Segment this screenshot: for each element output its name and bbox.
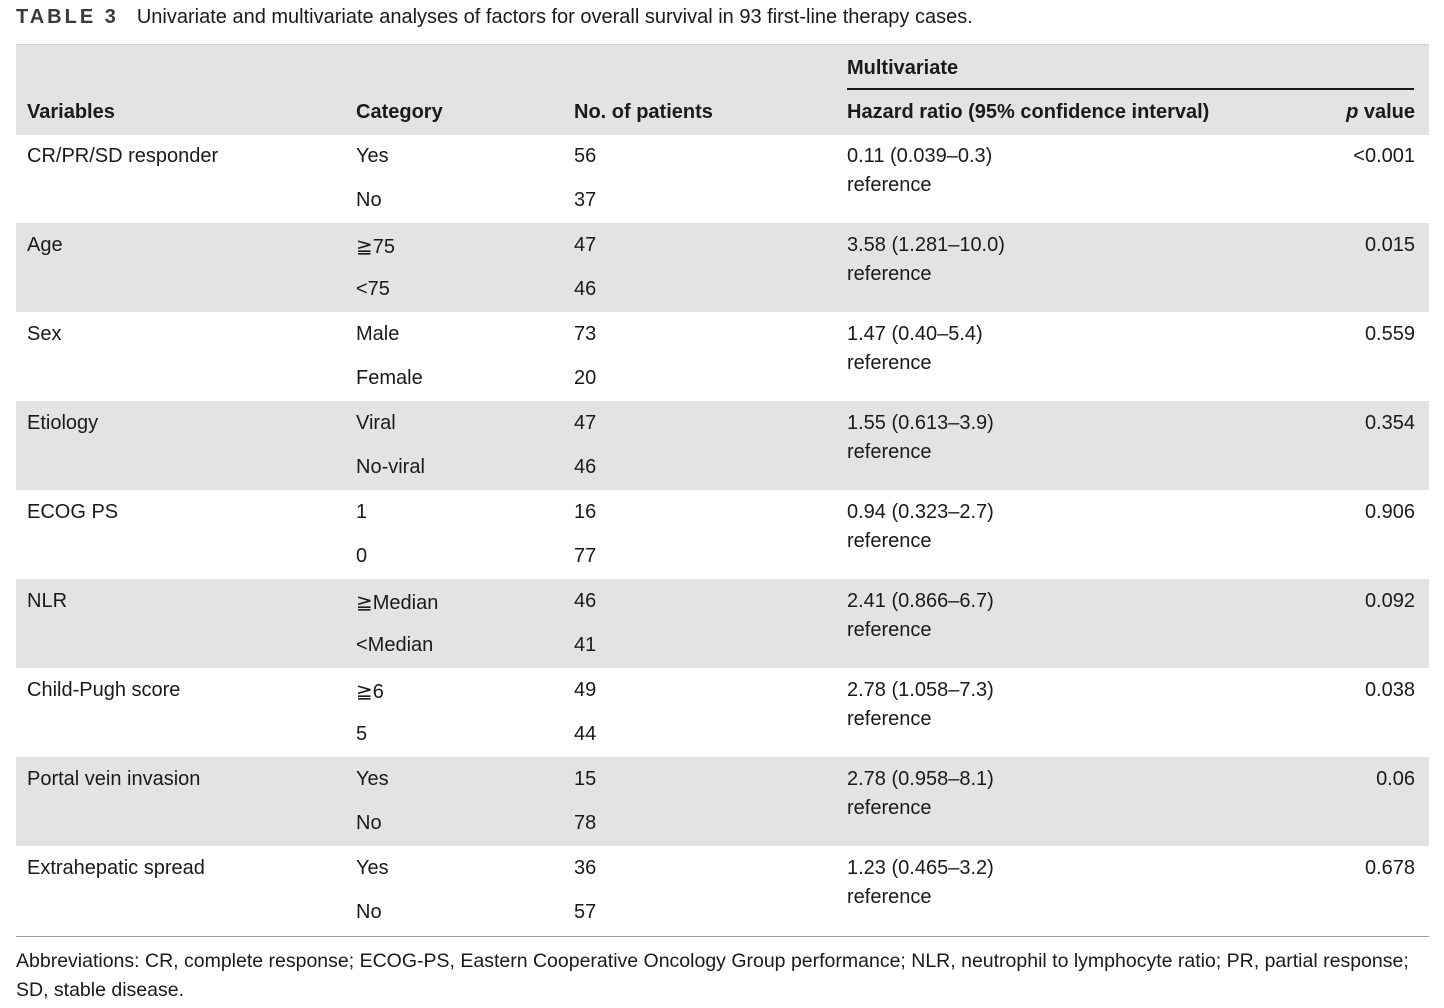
p-value-cell: 0.092 (1364, 590, 1415, 612)
category-cell: Yes (356, 145, 389, 167)
patients-cell: 46 (574, 590, 597, 612)
variable-cell: NLR (27, 590, 68, 612)
table-row: Age ≧75 47 <75 46 3.58 (1.281–10.0) reference 0… (16, 223, 1429, 312)
table-row: Child-Pugh score ≧6 49 5 44 2.78 (1.058–7.3) r… (16, 668, 1429, 757)
patients-cell: 47 (574, 412, 597, 434)
patients-cell: 41 (574, 634, 597, 656)
header-multivariate: Multivariate (847, 57, 959, 79)
header-p-value: p value (1346, 101, 1415, 124)
patients-cell: 49 (574, 679, 597, 701)
table-label: TABLE 3 (16, 6, 119, 28)
table-caption: TABLE 3 Univariate and multivariate analy… (16, 6, 973, 29)
patients-cell: 77 (574, 545, 597, 567)
hazard-ratio-cell: 2.78 (0.958–8.1) (847, 768, 994, 790)
patients-cell: 56 (574, 145, 597, 167)
category-cell: 0 (356, 545, 368, 567)
category-cell: Yes (356, 768, 389, 790)
patients-cell: 15 (574, 768, 597, 790)
hazard-ratio-cell: 1.23 (0.465–3.2) (847, 857, 994, 879)
patients-cell: 37 (574, 189, 597, 211)
hazard-ratio-cell: 1.55 (0.613–3.9) (847, 412, 994, 434)
patients-cell: 44 (574, 723, 597, 745)
category-cell: ≧75 (356, 236, 396, 258)
variable-cell: Sex (27, 323, 62, 345)
header-p-italic: p (1346, 101, 1359, 123)
header-variables: Variables (27, 101, 115, 123)
p-value-cell: 0.678 (1364, 857, 1415, 879)
patients-cell: 46 (574, 456, 597, 478)
table-row: CR/PR/SD responder Yes 56 No 37 0.11 (0.039–0… (16, 134, 1429, 223)
category-cell: ≧Median (356, 592, 439, 614)
header-patients: No. of patients (574, 101, 713, 123)
reference-cell: reference (847, 886, 932, 908)
table-row: NLR ≧Median 46 <Median 41 2.41 (0.866–6.7) ref… (16, 579, 1429, 668)
table-row: Extrahepatic spread Yes 36 No 57 1.23 (0.465–… (16, 846, 1429, 935)
category-cell: 5 (356, 723, 368, 745)
reference-cell: reference (847, 441, 932, 463)
patients-cell: 57 (574, 901, 597, 923)
patients-cell: 36 (574, 857, 597, 879)
reference-cell: reference (847, 352, 932, 374)
table-bottom-rule (16, 936, 1429, 937)
table-row: Portal vein invasion Yes 15 No 78 2.78 (0.958… (16, 757, 1429, 846)
p-value-cell: 0.015 (1364, 234, 1415, 256)
reference-cell: reference (847, 263, 932, 285)
variable-cell: ECOG PS (27, 501, 119, 523)
header-hazard-ratio: Hazard ratio (95% confidence interval) (847, 101, 1210, 123)
category-cell: ≧6 (356, 681, 384, 703)
table-row: ECOG PS 1 16 0 77 0.94 (0.323–2.7) reference 0.… (16, 490, 1429, 579)
category-cell: No-viral (356, 456, 425, 478)
reference-cell: reference (847, 797, 932, 819)
p-value-cell: 0.559 (1364, 323, 1415, 345)
hazard-ratio-cell: 1.47 (0.40–5.4) (847, 323, 983, 345)
hazard-ratio-cell: 0.94 (0.323–2.7) (847, 501, 994, 523)
hazard-ratio-cell: 3.58 (1.281–10.0) (847, 234, 1005, 256)
reference-cell: reference (847, 174, 932, 196)
p-value-cell: 0.354 (1364, 412, 1415, 434)
category-cell: No (356, 812, 382, 834)
category-cell: Viral (356, 412, 396, 434)
p-value-cell: <0.001 (1353, 145, 1415, 167)
table-header: Multivariate Variables Category No. of p… (16, 44, 1429, 135)
category-cell: 1 (356, 501, 368, 523)
category-cell: No (356, 901, 382, 923)
patients-cell: 47 (574, 234, 597, 256)
hazard-ratio-cell: 2.78 (1.058–7.3) (847, 679, 994, 701)
patients-cell: 73 (574, 323, 597, 345)
variable-cell: Portal vein invasion (27, 768, 201, 790)
p-value-cell: 0.038 (1364, 679, 1415, 701)
table-title: Univariate and multivariate analyses of … (136, 6, 973, 28)
hazard-ratio-cell: 2.41 (0.866–6.7) (847, 590, 994, 612)
reference-cell: reference (847, 708, 932, 730)
category-cell: Yes (356, 857, 389, 879)
reference-cell: reference (847, 530, 932, 552)
hazard-ratio-cell: 0.11 (0.039–0.3) (847, 145, 993, 167)
patients-cell: 20 (574, 367, 597, 389)
patients-cell: 78 (574, 812, 597, 834)
p-value-cell: 0.906 (1364, 501, 1415, 523)
table-row: Sex Male 73 Female 20 1.47 (0.40–5.4) referenc… (16, 312, 1429, 401)
variable-cell: Age (27, 234, 63, 256)
table-row: Etiology Viral 47 No-viral 46 1.55 (0.613–3.9… (16, 401, 1429, 490)
header-category: Category (356, 101, 443, 123)
variable-cell: Etiology (27, 412, 99, 434)
variable-cell: Child-Pugh score (27, 679, 181, 701)
multivariate-rule (847, 88, 1414, 90)
category-cell: <75 (356, 278, 390, 300)
variable-cell: Extrahepatic spread (27, 857, 205, 879)
category-cell: <Median (356, 634, 434, 656)
category-cell: Female (356, 367, 423, 389)
category-cell: Male (356, 323, 400, 345)
table-footnote: Abbreviations: CR, complete response; EC… (16, 950, 1409, 1001)
header-p-rest: value (1358, 101, 1415, 123)
category-cell: No (356, 189, 382, 211)
p-value-cell: 0.06 (1376, 768, 1415, 790)
variable-cell: CR/PR/SD responder (27, 145, 219, 167)
patients-cell: 46 (574, 278, 597, 300)
reference-cell: reference (847, 619, 932, 641)
patients-cell: 16 (574, 501, 597, 523)
